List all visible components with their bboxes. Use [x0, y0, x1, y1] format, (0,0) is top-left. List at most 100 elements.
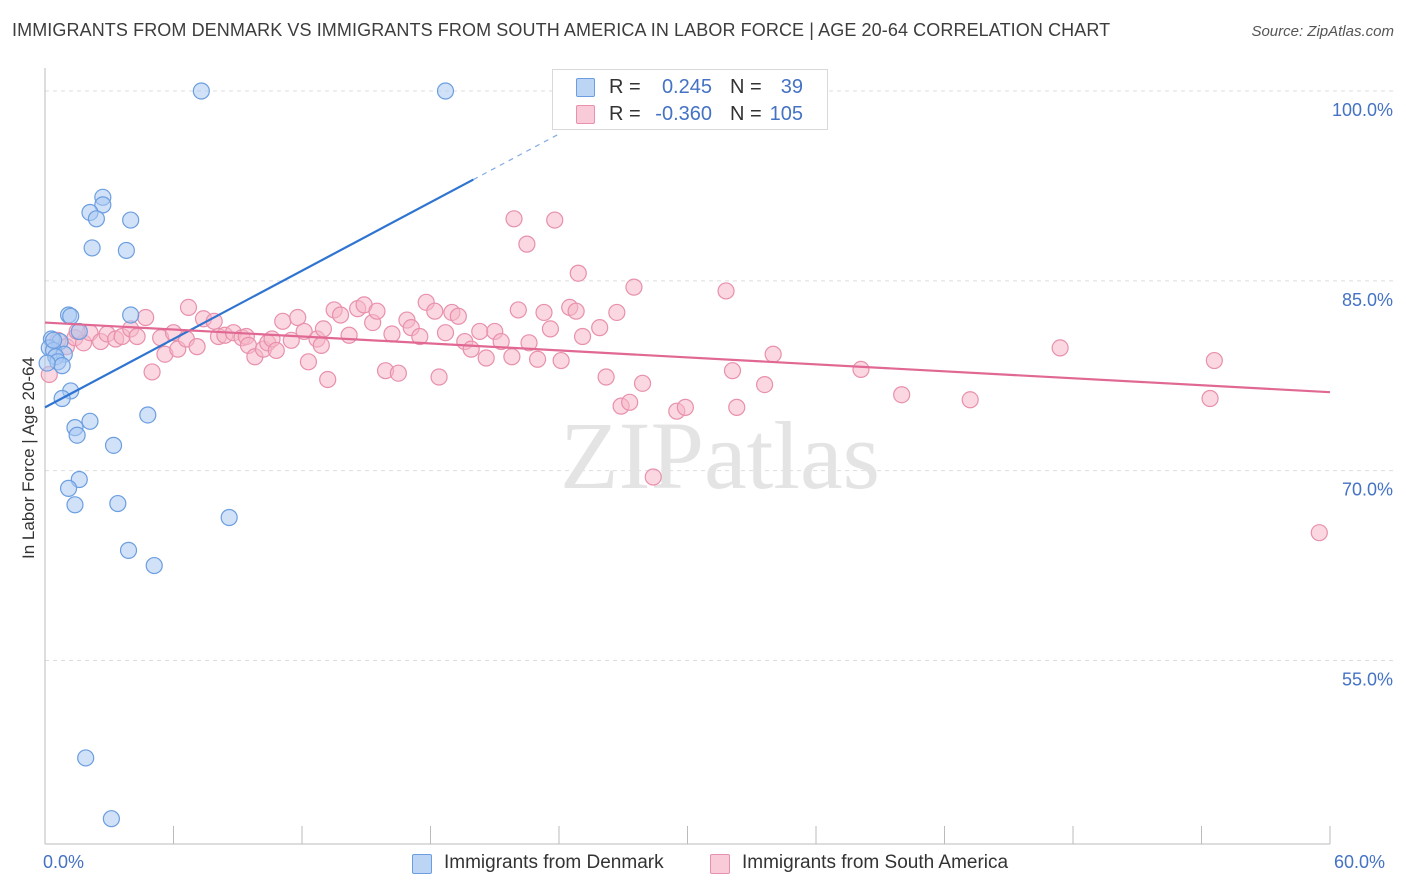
denmark-point	[122, 306, 140, 324]
south-america-point	[289, 308, 307, 327]
south-america-point	[492, 332, 510, 351]
south-america-point	[368, 302, 386, 320]
south-america-trend-line	[44, 321, 1331, 394]
n-label: N =	[730, 103, 762, 125]
denmark-point	[109, 494, 127, 513]
watermark: ZIPatlas	[560, 402, 880, 509]
r-value: -0.360	[655, 103, 712, 125]
south-america-point	[503, 348, 521, 366]
y-tick-label: 55.0%	[1342, 669, 1393, 689]
axes	[44, 68, 1331, 845]
south-america-point	[188, 338, 206, 356]
south-america-point	[528, 350, 547, 368]
source-label: Source: ZipAtlas.com	[1251, 23, 1394, 40]
south-america-point	[723, 362, 742, 380]
n-label: N =	[730, 76, 762, 98]
grid-lines	[45, 90, 1395, 661]
y-tick-labels: 55.0% 70.0% 85.0% 100.0%	[1332, 100, 1393, 690]
south-america-point	[1310, 524, 1328, 542]
south-america-point	[143, 363, 161, 381]
y-tick-label: 85.0%	[1342, 290, 1393, 310]
data-points	[38, 82, 1328, 828]
denmark-point	[53, 357, 71, 375]
south-america-point	[509, 301, 527, 319]
denmark-point	[145, 556, 163, 575]
denmark-point	[102, 810, 120, 828]
south-america-point	[676, 398, 694, 416]
denmark-point	[139, 406, 157, 424]
south-america-point	[383, 325, 401, 343]
y-axis-title: In Labor Force | Age 20-64	[19, 357, 38, 559]
south-america-point	[1205, 351, 1223, 370]
south-america-point	[893, 386, 911, 404]
south-america-point	[462, 340, 480, 358]
south-america-point	[430, 368, 448, 386]
south-america-point	[449, 307, 467, 325]
south-america-point	[137, 308, 155, 327]
south-america-point	[541, 320, 560, 338]
n-value: 105	[769, 103, 803, 125]
denmark-point	[66, 496, 84, 514]
denmark-point	[77, 749, 95, 767]
south-america-point	[961, 391, 979, 409]
south-america-point	[552, 351, 570, 370]
south-america-point	[764, 345, 782, 363]
denmark-point	[38, 354, 56, 372]
south-america-point	[426, 302, 444, 320]
stats-legend-row-south-america: R = -0.360 N = 105	[553, 101, 829, 127]
denmark-trend-extension	[473, 133, 560, 181]
denmark-point	[83, 239, 101, 257]
south-america-point	[314, 320, 333, 338]
denmark-point	[62, 307, 80, 325]
south-america-point	[621, 393, 639, 411]
south-america-point	[591, 319, 609, 337]
south-america-point	[477, 349, 495, 367]
denmark-point	[59, 479, 78, 497]
x-tick-label-min: 0.0%	[43, 852, 85, 872]
r-label: R =	[609, 76, 641, 98]
denmark-point	[44, 331, 63, 349]
r-label: R =	[609, 103, 641, 125]
denmark-point	[122, 211, 140, 229]
south-america-point	[852, 360, 870, 379]
denmark-point	[81, 412, 99, 430]
denmark-point	[87, 210, 106, 228]
legend-label-south-america: Immigrants from South America	[742, 852, 1009, 873]
denmark-point	[94, 196, 112, 214]
south-america-point	[299, 353, 318, 371]
trend-lines	[44, 133, 1331, 409]
denmark-point	[119, 541, 138, 559]
chart-title: IMMIGRANTS FROM DENMARK VS IMMIGRANTS FR…	[12, 20, 1111, 40]
south-america-point	[569, 264, 587, 282]
south-america-point	[340, 326, 358, 344]
pink-swatch-icon	[710, 854, 730, 874]
stats-legend-row-denmark: R = 0.245 N = 39	[553, 74, 829, 100]
south-america-point	[389, 364, 407, 382]
r-value: 0.245	[661, 76, 712, 98]
south-america-point	[179, 298, 198, 316]
south-america-point	[471, 322, 489, 341]
legend-label-denmark: Immigrants from Denmark	[444, 852, 664, 873]
south-america-point	[755, 375, 774, 394]
south-america-point	[567, 302, 585, 320]
stats-legend: R = 0.245 N = 39 R = -0.360 N = 105	[552, 69, 828, 130]
south-america-point	[1051, 339, 1069, 357]
south-america-point	[331, 306, 350, 324]
south-america-point	[546, 211, 564, 229]
south-america-point	[505, 210, 523, 228]
south-america-point	[267, 341, 285, 360]
south-america-point	[608, 303, 626, 322]
south-america-point	[633, 374, 652, 392]
south-america-point	[436, 324, 455, 342]
south-america-point	[717, 282, 735, 300]
south-america-point	[319, 370, 337, 389]
denmark-trend-line	[44, 178, 474, 409]
blue-swatch-icon	[412, 854, 432, 874]
south-america-point	[644, 468, 662, 486]
denmark-point	[68, 426, 86, 444]
denmark-point	[117, 241, 135, 260]
south-america-point	[535, 303, 553, 322]
denmark-point	[220, 508, 238, 527]
y-tick-label: 100.0%	[1332, 100, 1393, 120]
